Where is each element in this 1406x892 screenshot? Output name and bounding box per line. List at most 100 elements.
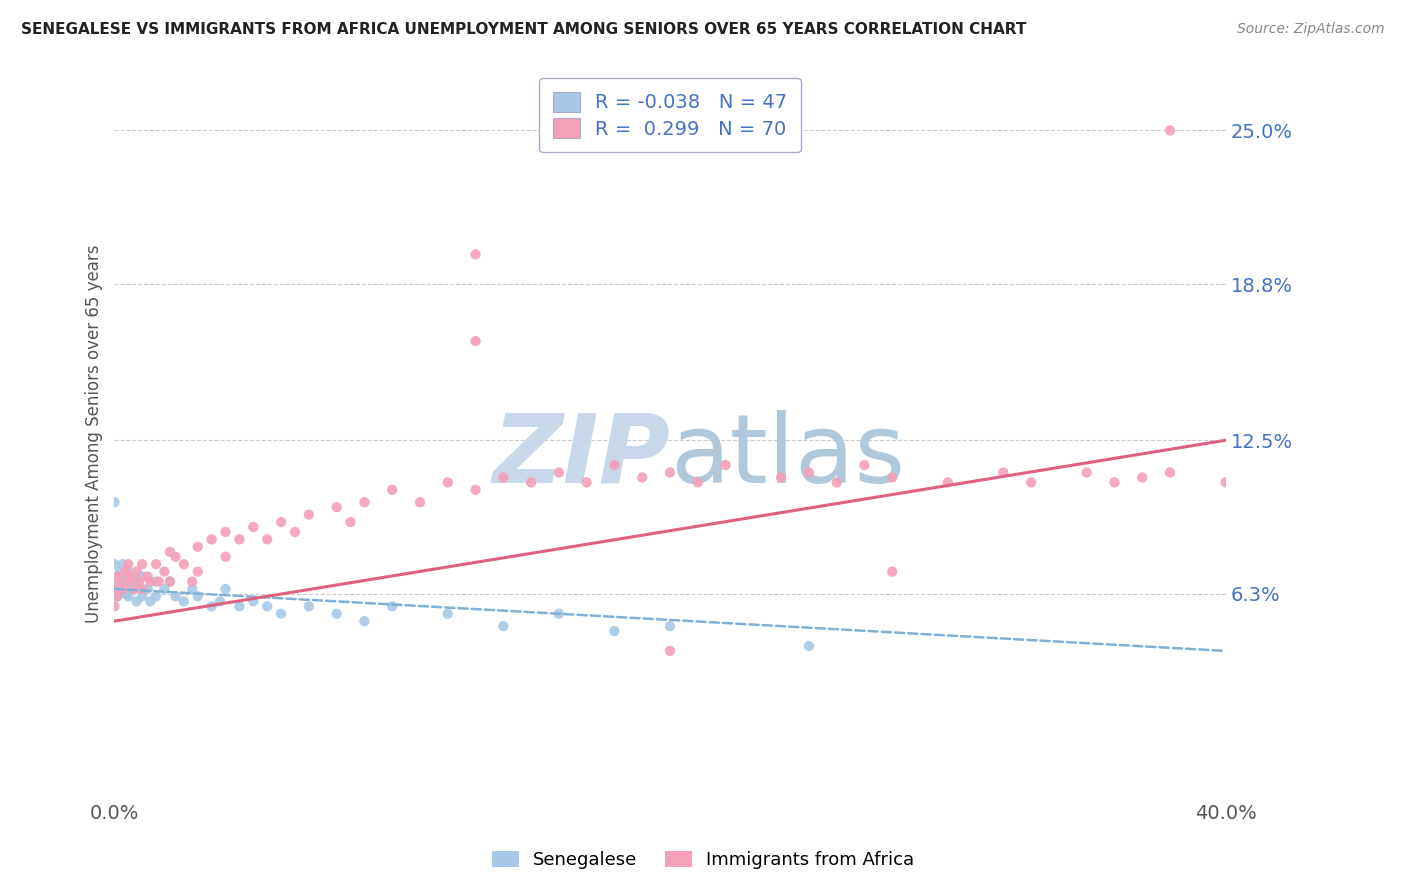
Point [825, 475, 848, 490]
Point [714, 458, 737, 472]
Point [139, 574, 162, 589]
Point [125, 594, 148, 608]
Point [1104, 475, 1126, 490]
Point [659, 466, 682, 480]
Point [547, 466, 569, 480]
Point [173, 594, 195, 608]
Point [111, 557, 134, 571]
Point [1159, 466, 1181, 480]
Point [214, 524, 236, 539]
Point [131, 582, 153, 596]
Point [105, 569, 128, 583]
Point [381, 483, 404, 497]
Point [770, 470, 793, 484]
Point [464, 483, 486, 497]
Point [159, 574, 181, 589]
Point [145, 574, 167, 589]
Point [1215, 475, 1237, 490]
Point [181, 582, 204, 596]
Legend: R = -0.038   N = 47, R =  0.299   N = 70: R = -0.038 N = 47, R = 0.299 N = 70 [538, 78, 801, 153]
Point [797, 466, 820, 480]
Point [117, 574, 139, 589]
Point [120, 582, 142, 596]
Point [153, 565, 176, 579]
Point [117, 565, 139, 579]
Point [325, 607, 347, 621]
Point [270, 607, 292, 621]
Point [117, 590, 139, 604]
Point [105, 590, 128, 604]
Point [103, 582, 125, 596]
Point [936, 475, 959, 490]
Point [547, 607, 569, 621]
Point [228, 599, 250, 614]
Point [464, 334, 486, 348]
Point [105, 590, 128, 604]
Point [520, 475, 543, 490]
Point [103, 557, 125, 571]
Point [492, 619, 515, 633]
Point [131, 557, 153, 571]
Point [187, 565, 209, 579]
Point [128, 574, 150, 589]
Legend: Senegalese, Immigrants from Africa: Senegalese, Immigrants from Africa [482, 842, 924, 879]
Point [492, 470, 515, 484]
Point [797, 639, 820, 653]
Point [882, 470, 904, 484]
Point [111, 582, 134, 596]
Point [353, 495, 375, 509]
Point [242, 594, 264, 608]
Point [114, 587, 136, 601]
Point [1159, 123, 1181, 137]
Point [214, 582, 236, 596]
Point [103, 599, 125, 614]
Point [659, 619, 682, 633]
Point [353, 614, 375, 628]
Point [114, 565, 136, 579]
Point [853, 458, 876, 472]
Text: ZIP: ZIP [492, 409, 671, 502]
Point [325, 500, 347, 515]
Point [165, 549, 187, 564]
Point [686, 475, 709, 490]
Point [603, 458, 626, 472]
Point [256, 533, 278, 547]
Point [139, 594, 162, 608]
Point [105, 574, 128, 589]
Point [145, 590, 167, 604]
Point [603, 624, 626, 639]
Point [108, 582, 131, 596]
Point [122, 569, 145, 583]
Point [131, 569, 153, 583]
Point [122, 582, 145, 596]
Point [173, 557, 195, 571]
Point [242, 520, 264, 534]
Y-axis label: Unemployment Among Seniors over 65 years: Unemployment Among Seniors over 65 years [86, 244, 103, 624]
Point [165, 590, 187, 604]
Point [181, 574, 204, 589]
Point [117, 557, 139, 571]
Point [298, 508, 321, 522]
Point [108, 565, 131, 579]
Point [187, 590, 209, 604]
Point [148, 574, 170, 589]
Point [1076, 466, 1098, 480]
Point [436, 607, 458, 621]
Point [145, 557, 167, 571]
Point [409, 495, 432, 509]
Text: atlas: atlas [671, 409, 905, 502]
Point [1019, 475, 1042, 490]
Point [103, 495, 125, 509]
Point [208, 594, 231, 608]
Point [575, 475, 598, 490]
Point [464, 247, 486, 261]
Point [117, 574, 139, 589]
Text: SENEGALESE VS IMMIGRANTS FROM AFRICA UNEMPLOYMENT AMONG SENIORS OVER 65 YEARS CO: SENEGALESE VS IMMIGRANTS FROM AFRICA UNE… [21, 22, 1026, 37]
Point [270, 515, 292, 529]
Point [201, 599, 224, 614]
Point [111, 574, 134, 589]
Point [125, 574, 148, 589]
Point [159, 574, 181, 589]
Point [284, 524, 307, 539]
Point [339, 515, 361, 529]
